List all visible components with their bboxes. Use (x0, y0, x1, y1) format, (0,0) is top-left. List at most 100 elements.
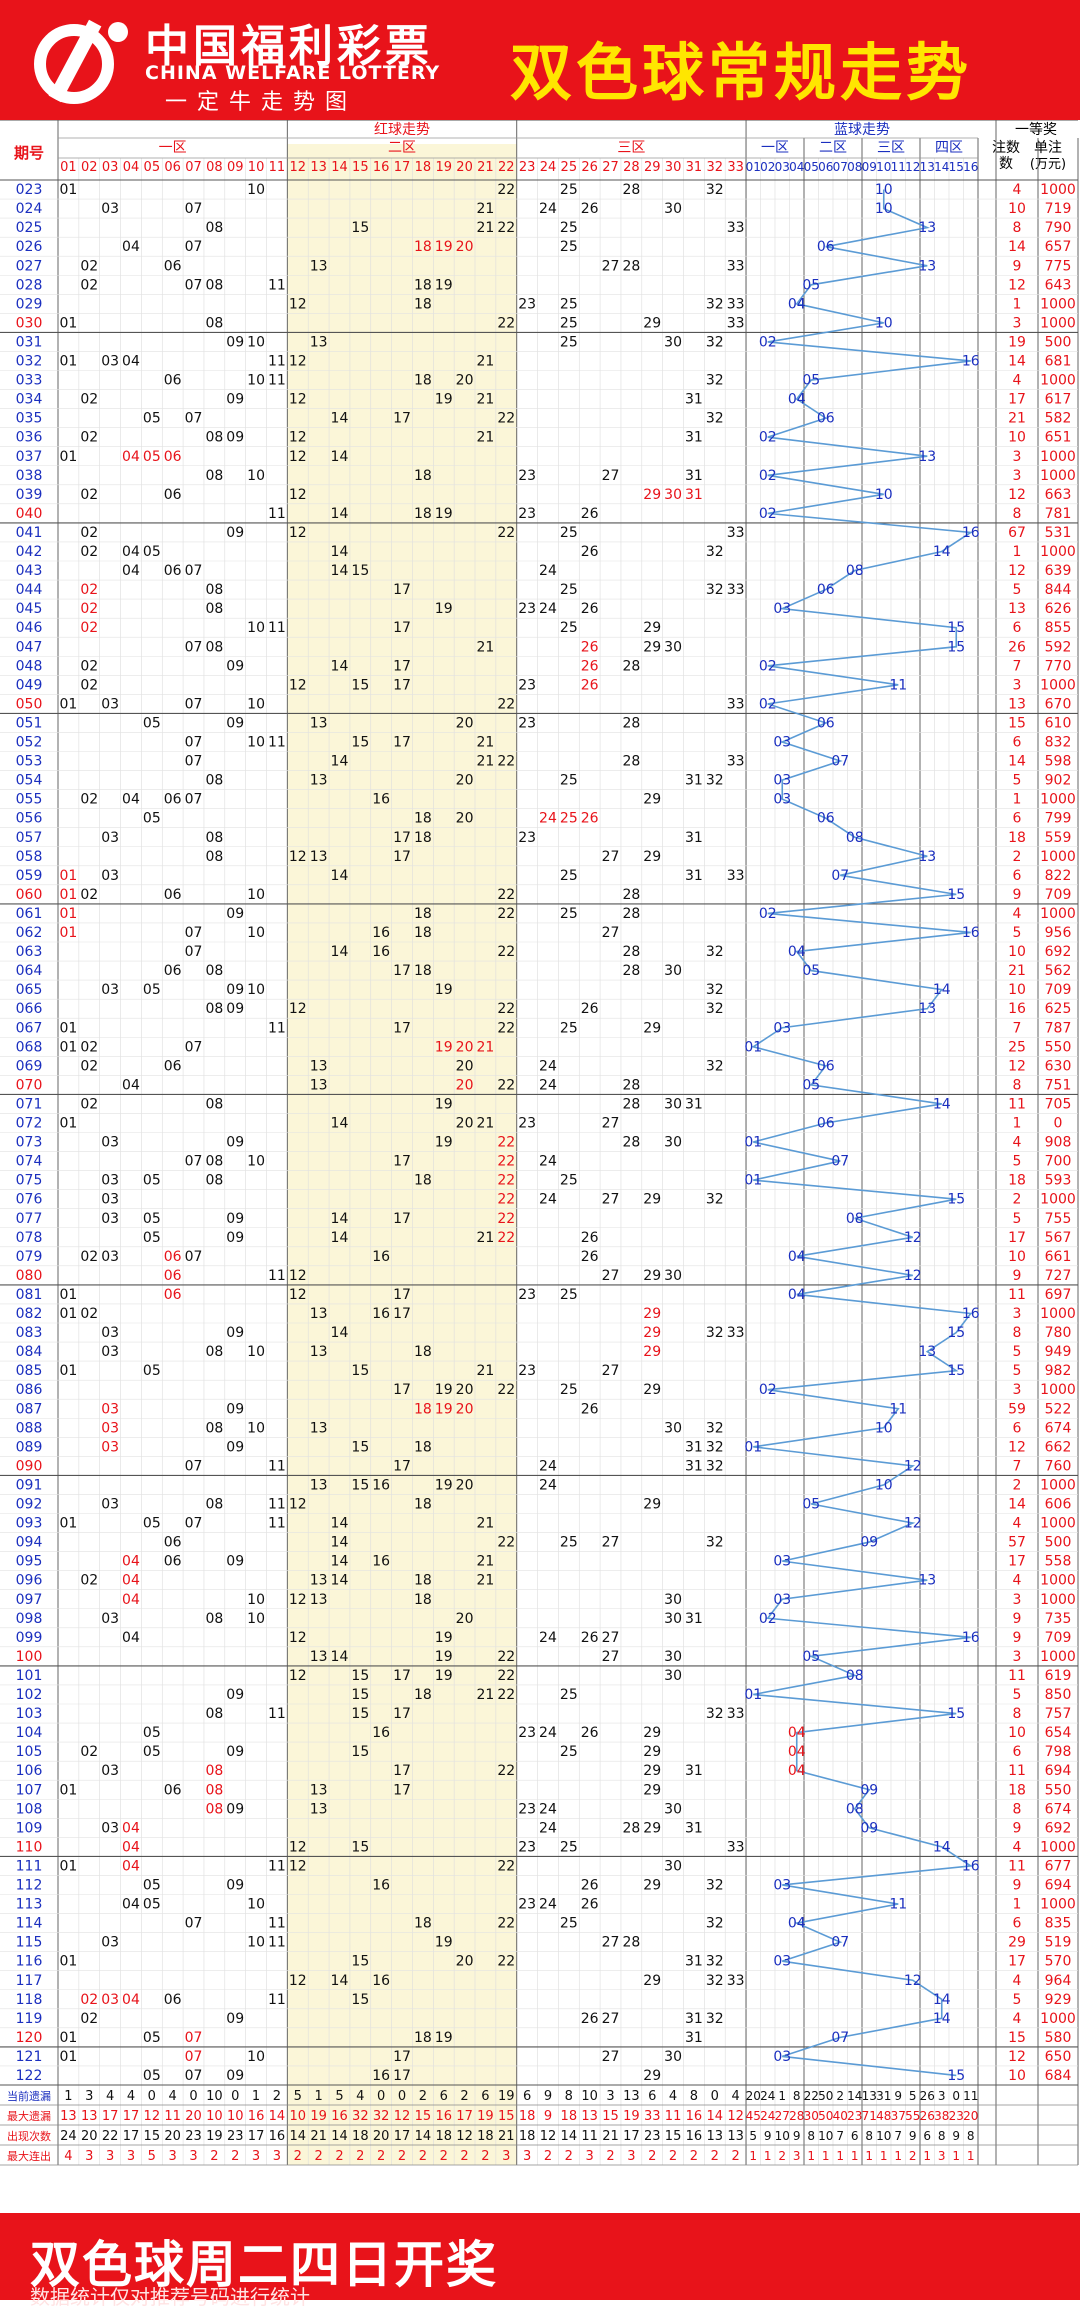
stats-blue-value: 55 (905, 2109, 920, 2123)
stats-blue-value: 5 (909, 2089, 917, 2103)
red-ball-number: 22 (497, 1211, 515, 1227)
blue-ball-number: 15 (947, 620, 965, 636)
red-ball-number: 12 (289, 849, 307, 865)
red-ball-number: 17 (393, 677, 411, 693)
red-ball-number: 13 (310, 258, 328, 274)
red-ball-number: 24 (539, 1897, 557, 1913)
red-ball-number: 09 (226, 1801, 244, 1817)
red-ball-number: 32 (706, 182, 724, 198)
prize-amount: 684 (1045, 2068, 1072, 2084)
red-ball-number: 33 (727, 220, 745, 236)
red-ball-number: 21 (477, 220, 495, 236)
stats-blue-value: 10 (775, 2129, 790, 2143)
winner-count: 5 (1013, 1363, 1022, 1379)
red-ball-number: 11 (268, 1268, 286, 1284)
red-ball-number: 09 (226, 334, 244, 350)
stats-red-value: 4 (64, 2149, 72, 2164)
red-col-header: 07 (185, 160, 202, 175)
winner-count: 8 (1013, 1706, 1022, 1722)
red-ball-number: 02 (80, 887, 98, 903)
winner-count: 1 (1013, 792, 1022, 808)
red-ball-number: 15 (351, 1744, 369, 1760)
red-ball-number: 26 (581, 1001, 599, 1017)
red-ball-number: 28 (622, 906, 640, 922)
red-ball-number: 24 (539, 1477, 557, 1493)
red-ball-number: 10 (247, 1935, 265, 1951)
prize-amount: 694 (1045, 1763, 1072, 1779)
red-ball-number: 12 (289, 1001, 307, 1017)
stats-red-value: 16 (269, 2129, 286, 2144)
red-ball-number: 25 (560, 220, 578, 236)
stats-blue-value: 45 (746, 2109, 761, 2123)
red-ball-number: 15 (351, 1477, 369, 1493)
prize-amount: 1000 (1040, 449, 1076, 465)
red-ball-number: 17 (393, 1763, 411, 1779)
red-ball-number: 04 (122, 1630, 140, 1646)
period-label: 099 (16, 1630, 43, 1646)
red-ball-number: 02 (80, 392, 98, 408)
winner-count: 7 (1013, 1458, 1022, 1474)
period-label: 037 (16, 449, 43, 465)
red-ball-number: 32 (706, 334, 724, 350)
stats-red-value: 14 (331, 2129, 348, 2144)
red-ball-number: 07 (185, 2049, 203, 2065)
red-ball-number: 30 (664, 1858, 682, 1874)
brand-name-en: CHINA WELFARE LOTTERY (145, 62, 441, 84)
red-ball-number: 30 (664, 963, 682, 979)
period-label: 113 (16, 1897, 43, 1913)
stats-red-value: 4 (169, 2089, 177, 2104)
stats-red-value: 2 (210, 2149, 218, 2164)
period-label: 070 (16, 1077, 43, 1093)
period-label: 059 (16, 868, 43, 884)
red-ball-number: 09 (226, 1211, 244, 1227)
stats-red-value: 6 (481, 2089, 489, 2104)
blue-ball-number: 02 (759, 696, 777, 712)
period-label: 094 (16, 1535, 43, 1551)
red-ball-number: 01 (60, 182, 78, 198)
red-ball-number: 29 (643, 1725, 661, 1741)
prize-amount: 562 (1045, 963, 1072, 979)
red-ball-number: 30 (664, 487, 682, 503)
period-label: 049 (16, 677, 43, 693)
red-ball-number: 08 (205, 601, 223, 617)
red-ball-number: 02 (80, 658, 98, 674)
stats-red-value: 3 (606, 2089, 614, 2104)
prize-amount: 709 (1045, 982, 1072, 998)
red-col-header: 28 (623, 160, 640, 175)
stats-red-value: 13 (81, 2109, 98, 2124)
red-ball-number: 17 (393, 830, 411, 846)
stats-blue-value: 20 (963, 2109, 978, 2123)
red-ball-number: 08 (205, 1096, 223, 1112)
red-ball-number: 02 (80, 1306, 98, 1322)
red-ball-number: 26 (581, 1401, 599, 1417)
prize-amount: 674 (1045, 1420, 1072, 1436)
stats-red-value: 18 (519, 2109, 536, 2124)
winner-count: 11 (1008, 1096, 1026, 1112)
red-ball-number: 22 (497, 1954, 515, 1970)
stats-red-value: 2 (731, 2149, 739, 2164)
red-ball-number: 29 (643, 1344, 661, 1360)
red-ball-number: 07 (185, 411, 203, 427)
red-ball-number: 08 (205, 468, 223, 484)
prize-amount: 1000 (1040, 1592, 1076, 1608)
stats-red-value: 14 (561, 2129, 578, 2144)
stats-red-value: 16 (686, 2109, 703, 2124)
red-ball-number: 12 (289, 449, 307, 465)
red-ball-number: 21 (477, 1363, 495, 1379)
period-label: 092 (16, 1497, 43, 1513)
red-ball-number: 04 (122, 1858, 140, 1874)
red-ball-number: 10 (247, 1897, 265, 1913)
prize-amount: 781 (1045, 506, 1072, 522)
red-ball-number: 05 (143, 449, 161, 465)
blue-ball-number: 12 (904, 1230, 922, 1246)
blue-ball-number: 05 (802, 373, 820, 389)
stats-label: 出现次数 (7, 2129, 51, 2143)
red-ball-number: 29 (643, 1268, 661, 1284)
blue-ball-number: 12 (904, 1973, 922, 1989)
prize-amount: 558 (1045, 1554, 1072, 1570)
red-ball-number: 19 (435, 2030, 453, 2046)
stats-blue-value: 40 (833, 2109, 848, 2123)
red-ball-number: 07 (185, 639, 203, 655)
stats-red-value: 10 (290, 2109, 307, 2124)
